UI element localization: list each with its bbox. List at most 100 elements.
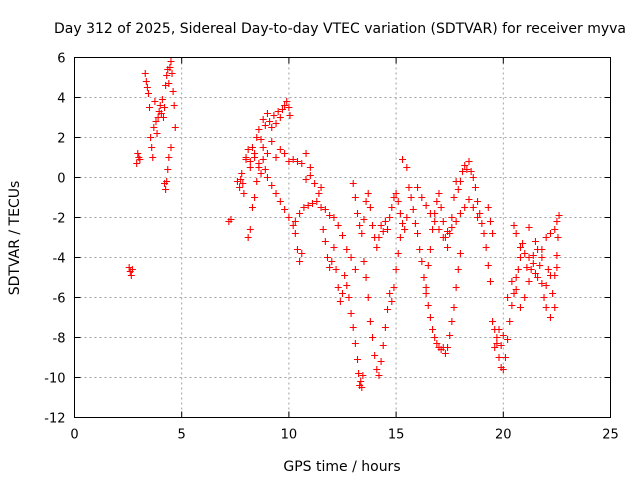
y-tick-label: -10 [44, 372, 65, 387]
data-point [354, 210, 362, 217]
data-point [454, 186, 462, 193]
data-point [373, 366, 381, 373]
data-point [465, 196, 473, 203]
data-point [416, 246, 424, 253]
data-point [359, 372, 367, 379]
data-point [392, 266, 400, 273]
data-point [285, 104, 293, 111]
data-point [448, 214, 456, 221]
data-point [302, 150, 310, 157]
data-point [444, 244, 452, 251]
data-point [261, 166, 269, 173]
data-point [441, 350, 449, 357]
data-point [555, 212, 563, 219]
data-point [504, 294, 512, 301]
data-point [435, 226, 443, 233]
data-point [411, 220, 419, 227]
data-point [291, 230, 299, 237]
data-point [281, 206, 289, 213]
data-point [298, 250, 306, 257]
data-point [323, 254, 331, 261]
data-point [313, 198, 321, 205]
data-point [448, 224, 456, 231]
data-point [381, 324, 389, 331]
data-point [394, 198, 402, 205]
data-point [493, 334, 501, 341]
data-point [296, 210, 304, 217]
data-point [491, 344, 499, 351]
data-point [390, 194, 398, 201]
data-point [456, 178, 464, 185]
data-point [148, 144, 156, 151]
data-point [306, 164, 314, 171]
data-point [349, 324, 357, 331]
data-point [169, 88, 177, 95]
data-point [165, 80, 173, 87]
data-point [162, 186, 170, 193]
data-point [439, 234, 447, 241]
data-point [497, 342, 505, 349]
data-point [308, 200, 316, 207]
data-point [495, 326, 503, 333]
data-point [422, 290, 430, 297]
data-point [499, 366, 507, 373]
data-point [248, 204, 256, 211]
y-tick-label: 6 [57, 52, 65, 67]
data-point [341, 272, 349, 279]
y-tick-label: -8 [53, 332, 66, 347]
data-point [263, 150, 271, 157]
data-point [508, 302, 516, 309]
x-axis-label: GPS time / hours [283, 459, 400, 475]
data-point [227, 216, 235, 223]
chart-title: Day 312 of 2025, Sidereal Day-to-day VTE… [54, 21, 626, 37]
data-point [484, 262, 492, 269]
data-point [452, 218, 460, 225]
data-point [444, 228, 452, 235]
data-point [377, 358, 385, 365]
x-tick-labels: 0 5 10 15 20 25 [70, 428, 618, 443]
data-point [246, 164, 254, 171]
data-point [168, 70, 176, 77]
data-point [373, 244, 381, 251]
data-point [276, 114, 284, 121]
data-point [283, 98, 291, 105]
plot-frame [74, 57, 611, 418]
data-point [531, 238, 539, 245]
data-point [291, 218, 299, 225]
data-point [171, 124, 179, 131]
data-point [523, 264, 531, 271]
data-point [433, 198, 441, 205]
data-point [375, 234, 383, 241]
data-point [422, 202, 430, 209]
data-point [364, 190, 372, 197]
data-point [311, 180, 319, 187]
data-point [261, 122, 269, 129]
data-point [516, 244, 524, 251]
data-point [362, 274, 370, 281]
data-point [150, 124, 158, 131]
data-point [519, 240, 527, 247]
data-point [158, 96, 166, 103]
data-point [446, 332, 454, 339]
data-point [167, 58, 175, 65]
data-point [257, 170, 265, 177]
data-point [281, 102, 289, 109]
data-point [501, 354, 509, 361]
data-point [334, 284, 342, 291]
data-point [246, 226, 254, 233]
data-point [493, 340, 501, 347]
data-point [463, 166, 471, 173]
data-point [471, 184, 479, 191]
data-point [272, 154, 280, 161]
data-point [474, 198, 482, 205]
data-point [268, 138, 276, 145]
data-point [268, 182, 276, 189]
data-point [142, 78, 150, 85]
data-point [396, 210, 404, 217]
x-tick-label: 10 [281, 428, 298, 443]
data-point [268, 124, 276, 131]
data-point [300, 204, 308, 211]
data-point [544, 266, 552, 273]
data-point [377, 222, 385, 229]
